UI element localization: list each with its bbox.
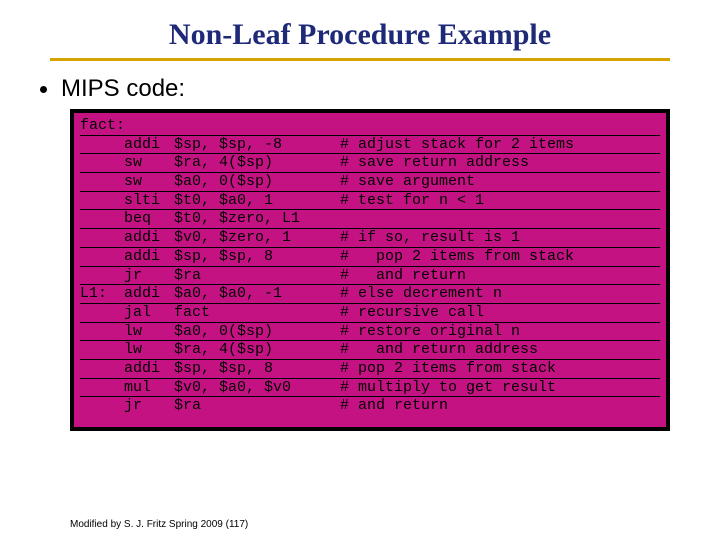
code-comment: # multiply to get result: [340, 379, 556, 397]
code-op: addi: [124, 360, 174, 378]
code-comment: # pop 2 items from stack: [340, 360, 556, 378]
code-comment: # if so, result is 1: [340, 229, 520, 247]
code-args: $sp, $sp, 8: [174, 360, 340, 378]
code-comment: # pop 2 items from stack: [340, 248, 574, 266]
code-line: addi$sp, $sp, 8# pop 2 items from stack: [80, 360, 660, 379]
code-args: $a0, 0($sp): [174, 173, 340, 191]
code-comment: # else decrement n: [340, 285, 502, 303]
code-op: jal: [124, 304, 174, 322]
code-block-outer: fact:addi$sp, $sp, -8# adjust stack for …: [70, 109, 670, 431]
code-comment: # and return: [340, 267, 466, 285]
code-line: sw$ra, 4($sp)# save return address: [80, 154, 660, 173]
code-args: $a0, $a0, -1: [174, 285, 340, 303]
code-comment: # save return address: [340, 154, 529, 172]
bullet-row: MIPS code:: [40, 75, 720, 103]
code-op: addi: [124, 229, 174, 247]
code-line: jr$ra# and return: [80, 267, 660, 286]
code-args: fact: [174, 304, 340, 322]
code-line: beq$t0, $zero, L1: [80, 210, 660, 229]
code-line: mul$v0, $a0, $v0# multiply to get result: [80, 379, 660, 398]
code-line: jalfact# recursive call: [80, 304, 660, 323]
code-op: addi: [124, 248, 174, 266]
bullet-dot-icon: [40, 86, 47, 93]
code-op: sw: [124, 173, 174, 191]
code-comment: # adjust stack for 2 items: [340, 136, 574, 154]
code-line: addi$sp, $sp, -8# adjust stack for 2 ite…: [80, 136, 660, 155]
code-line: lw$ra, 4($sp)# and return address: [80, 341, 660, 360]
title-underline: [50, 58, 670, 61]
code-args: $ra, 4($sp): [174, 154, 340, 172]
code-comment: # save argument: [340, 173, 475, 191]
code-op: beq: [124, 210, 174, 228]
code-args: $ra, 4($sp): [174, 341, 340, 359]
slide: Non-Leaf Procedure Example MIPS code: fa…: [0, 18, 720, 540]
code-op: mul: [124, 379, 174, 397]
code-line: L1:addi$a0, $a0, -1# else decrement n: [80, 285, 660, 304]
code-op: slti: [124, 192, 174, 210]
code-label: L1:: [80, 285, 124, 303]
code-op: jr: [124, 267, 174, 285]
code-op: lw: [124, 323, 174, 341]
code-args: $t0, $zero, L1: [174, 210, 340, 228]
code-line: slti$t0, $a0, 1# test for n < 1: [80, 192, 660, 211]
code-args: $a0, 0($sp): [174, 323, 340, 341]
code-comment: # test for n < 1: [340, 192, 484, 210]
code-op: sw: [124, 154, 174, 172]
code-comment: # and return: [340, 397, 448, 415]
code-args: $sp, $sp, -8: [174, 136, 340, 154]
code-comment: # and return address: [340, 341, 538, 359]
code-line: jr$ra# and return: [80, 397, 660, 415]
code-args: $ra: [174, 397, 340, 415]
footer-text: Modified by S. J. Fritz Spring 2009 (117…: [70, 519, 248, 530]
code-comment: # recursive call: [340, 304, 484, 322]
code-args: $ra: [174, 267, 340, 285]
code-line: fact:: [80, 117, 660, 136]
code-op: jr: [124, 397, 174, 415]
code-label: fact:: [80, 117, 124, 135]
code-args: $v0, $a0, $v0: [174, 379, 340, 397]
code-op: addi: [124, 285, 174, 303]
code-args: $sp, $sp, 8: [174, 248, 340, 266]
code-line: addi$v0, $zero, 1# if so, result is 1: [80, 229, 660, 248]
code-line: addi$sp, $sp, 8# pop 2 items from stack: [80, 248, 660, 267]
code-line: lw$a0, 0($sp)# restore original n: [80, 323, 660, 342]
code-op: addi: [124, 136, 174, 154]
code-op: lw: [124, 341, 174, 359]
code-line: sw$a0, 0($sp)# save argument: [80, 173, 660, 192]
code-block: fact:addi$sp, $sp, -8# adjust stack for …: [74, 113, 666, 427]
code-args: $t0, $a0, 1: [174, 192, 340, 210]
bullet-text: MIPS code:: [61, 75, 185, 103]
slide-title: Non-Leaf Procedure Example: [0, 18, 720, 52]
code-comment: # restore original n: [340, 323, 520, 341]
code-args: $v0, $zero, 1: [174, 229, 340, 247]
